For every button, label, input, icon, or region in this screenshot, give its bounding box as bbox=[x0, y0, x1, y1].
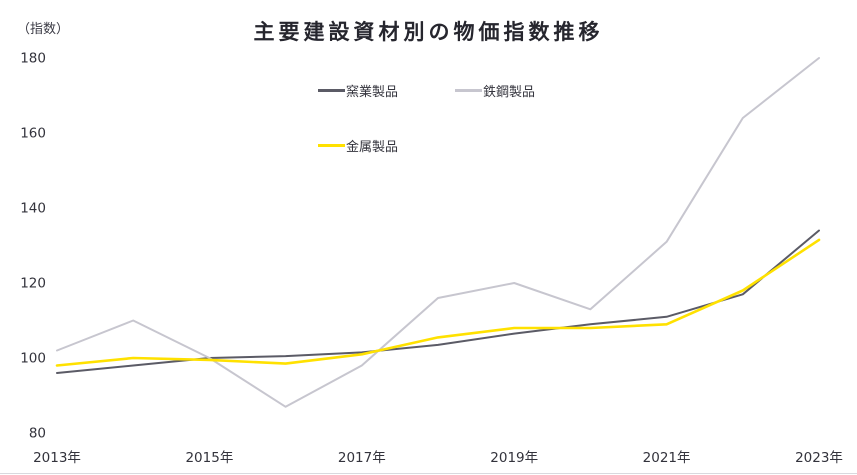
y-tick-label: 160 bbox=[20, 126, 46, 142]
y-tick-label: 140 bbox=[20, 201, 46, 217]
x-tick-label: 2019年 bbox=[490, 450, 538, 466]
y-tick-label: 180 bbox=[20, 51, 46, 67]
y-axis-unit-label: （指数） bbox=[17, 22, 70, 37]
legend-swatch-steel bbox=[455, 88, 482, 92]
x-tick-label: 2013年 bbox=[33, 450, 81, 466]
legend-item-ceramic: 窯業製品 bbox=[318, 82, 399, 100]
legend-swatch-metal bbox=[318, 143, 345, 147]
x-axis-tick-labels: 2013年 2015年 2017年 2019年 2021年 2023年 bbox=[33, 450, 843, 466]
x-tick-label: 2015年 bbox=[185, 450, 233, 466]
y-tick-label: 80 bbox=[29, 426, 46, 442]
legend-item-metal: 金属製品 bbox=[318, 137, 399, 155]
series-line-窯業製品 bbox=[56, 229, 820, 374]
legend-label-ceramic: 窯業製品 bbox=[346, 84, 399, 100]
x-tick-label: 2021年 bbox=[643, 450, 691, 466]
series-line-金属製品 bbox=[55, 238, 821, 367]
x-tick-label: 2017年 bbox=[338, 450, 386, 466]
y-tick-label: 100 bbox=[20, 351, 46, 367]
series-line-鉄鋼製品 bbox=[56, 57, 820, 408]
y-axis-tick-labels: 80 100 120 140 160 180 bbox=[20, 51, 46, 442]
legend-label-metal: 金属製品 bbox=[346, 139, 399, 155]
y-tick-label: 120 bbox=[20, 276, 46, 292]
chart-title: 主要建設資材別の物価指数推移 bbox=[253, 20, 604, 44]
chart-series-lines bbox=[55, 57, 821, 408]
x-tick-label: 2023年 bbox=[795, 450, 843, 466]
legend-label-steel: 鉄鋼製品 bbox=[483, 84, 536, 100]
legend-swatch-ceramic bbox=[318, 88, 345, 92]
legend-item-steel: 鉄鋼製品 bbox=[455, 82, 536, 100]
